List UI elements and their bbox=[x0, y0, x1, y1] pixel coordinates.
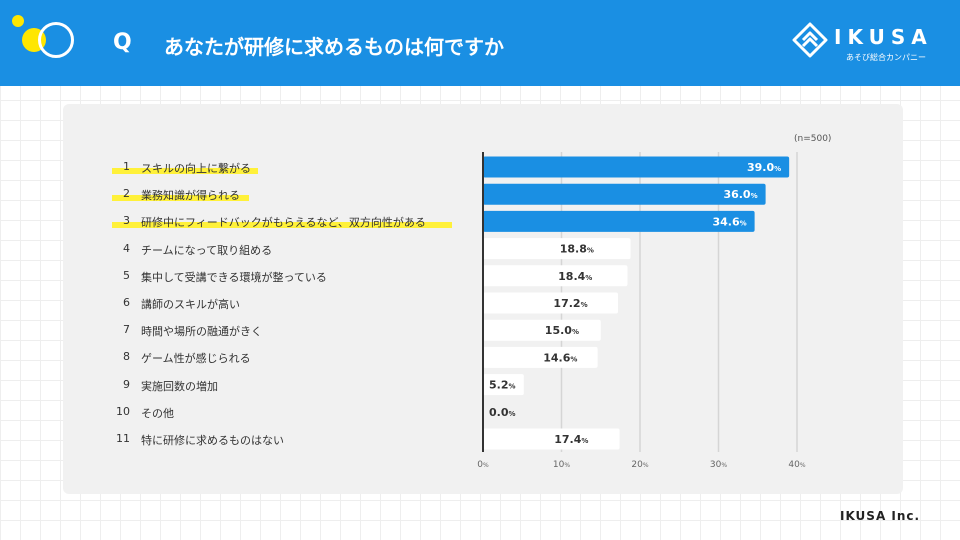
bar-value-unit: % bbox=[740, 219, 747, 227]
bar-value-label: 18.4% bbox=[558, 270, 592, 283]
category-rank: 6 bbox=[123, 296, 130, 309]
category-label: 研修中にフィードバックがもらえるなど、双方向性がある bbox=[141, 216, 426, 230]
bar-value-label: 36.0% bbox=[723, 188, 757, 201]
bar-value-unit: % bbox=[774, 165, 781, 173]
question-mark: Q bbox=[113, 30, 132, 55]
bar bbox=[483, 183, 766, 205]
category-rank: 4 bbox=[123, 241, 130, 255]
category-label: 業務知識が得られる bbox=[141, 189, 240, 203]
x-tick-number: 0 bbox=[477, 460, 483, 470]
x-tick-label: 40% bbox=[788, 460, 805, 470]
bar-value-number: 18.4 bbox=[558, 270, 585, 283]
bar-value-unit: % bbox=[751, 192, 758, 200]
header-bar: Q あなたが研修に求めるものは何ですか IKUSA あそび総合カンパニー bbox=[0, 0, 960, 86]
bar-value-label: 14.6% bbox=[543, 351, 577, 364]
x-tick-unit: % bbox=[483, 462, 489, 469]
x-tick-unit: % bbox=[721, 462, 727, 469]
bar bbox=[483, 292, 619, 314]
category-label: 実施回数の増加 bbox=[141, 379, 218, 393]
bar-value-number: 39.0 bbox=[747, 161, 774, 174]
bar bbox=[483, 238, 631, 260]
ring-icon bbox=[38, 22, 74, 58]
bar-value-number: 17.4 bbox=[554, 433, 581, 446]
category-label: 時間や場所の融通がきく bbox=[141, 325, 262, 339]
category-rank: 8 bbox=[123, 350, 130, 364]
bar-value-unit: % bbox=[581, 437, 588, 445]
x-tick-number: 20 bbox=[631, 460, 643, 470]
bar-value-number: 15.0 bbox=[545, 324, 572, 337]
diamond-logo-icon bbox=[792, 22, 828, 58]
bar bbox=[483, 265, 628, 287]
bar-value-label: 17.2% bbox=[553, 297, 587, 310]
bar bbox=[483, 156, 790, 178]
category-rank: 10 bbox=[116, 404, 130, 418]
bar-value-label: 18.8% bbox=[560, 243, 594, 256]
bar-value-number: 18.8 bbox=[560, 243, 587, 256]
bar-value-unit: % bbox=[570, 355, 577, 363]
bar-value-unit: % bbox=[509, 410, 516, 418]
bar-value-number: 34.6 bbox=[712, 215, 739, 228]
x-tick-unit: % bbox=[643, 462, 649, 469]
small-yellow-dot-icon bbox=[12, 15, 24, 27]
category-label: 講師のスキルが高い bbox=[141, 298, 240, 311]
label-highlight bbox=[112, 168, 258, 174]
bar-value-label: 17.4% bbox=[554, 433, 588, 446]
ikusa-logo: IKUSA あそび総合カンパニー bbox=[792, 22, 932, 68]
label-highlight bbox=[112, 195, 249, 202]
bar-value-number: 17.2 bbox=[553, 297, 580, 310]
bar-value-unit: % bbox=[572, 328, 579, 336]
bar-value-number: 14.6 bbox=[543, 351, 570, 364]
label-highlight bbox=[112, 222, 452, 229]
bar-value-unit: % bbox=[509, 383, 516, 391]
category-label: 集中して受講できる環境が整っている bbox=[141, 270, 327, 284]
x-tick-unit: % bbox=[800, 462, 806, 469]
bar-value-unit: % bbox=[581, 301, 588, 309]
category-rank: 9 bbox=[123, 377, 130, 391]
bar-value-label: 5.2% bbox=[489, 379, 516, 392]
question-title: あなたが研修に求めるものは何ですか bbox=[164, 35, 504, 59]
bar bbox=[483, 210, 755, 232]
x-tick-label: 0% bbox=[477, 460, 489, 470]
category-label: 特に研修に求めるものはない bbox=[141, 434, 284, 447]
category-rank: 3 bbox=[123, 214, 130, 228]
bar-value-unit: % bbox=[585, 274, 592, 282]
category-rank: 1 bbox=[123, 160, 130, 173]
category-label: ゲーム性が感じられる bbox=[141, 352, 251, 366]
x-tick-number: 10 bbox=[553, 460, 565, 470]
x-tick-unit: % bbox=[564, 462, 570, 469]
sample-size-note: (n=500) bbox=[794, 134, 832, 144]
bar bbox=[483, 428, 620, 450]
bar-value-label: 34.6% bbox=[712, 215, 746, 228]
category-rank: 5 bbox=[123, 268, 130, 282]
bar bbox=[483, 374, 524, 396]
footer-company: IKUSA Inc. bbox=[840, 509, 921, 523]
category-rank: 11 bbox=[116, 432, 130, 445]
bar-value-number: 0.0 bbox=[489, 406, 509, 419]
bar-value-number: 36.0 bbox=[723, 188, 750, 201]
bar-value-label: 0.0% bbox=[489, 406, 516, 419]
category-label: その他 bbox=[141, 406, 174, 420]
bar bbox=[483, 319, 601, 341]
bar-value-unit: % bbox=[587, 247, 594, 255]
bar bbox=[483, 346, 598, 368]
bar-value-number: 5.2 bbox=[489, 379, 509, 392]
category-label: チームになって取り組める bbox=[141, 243, 273, 257]
category-label: スキルの向上に繋がる bbox=[141, 162, 251, 175]
x-tick-label: 30% bbox=[710, 460, 727, 470]
x-tick-number: 30 bbox=[710, 460, 722, 470]
category-rank: 2 bbox=[123, 187, 130, 201]
logo-subtitle: あそび総合カンパニー bbox=[846, 53, 926, 62]
x-tick-label: 10% bbox=[553, 460, 570, 470]
x-tick-label: 20% bbox=[631, 460, 648, 470]
category-rank: 7 bbox=[123, 323, 130, 337]
bar-value-label: 15.0% bbox=[545, 324, 579, 337]
bar-value-label: 39.0% bbox=[747, 161, 781, 174]
x-tick-number: 40 bbox=[788, 460, 800, 470]
logo-text: IKUSA bbox=[834, 25, 933, 49]
